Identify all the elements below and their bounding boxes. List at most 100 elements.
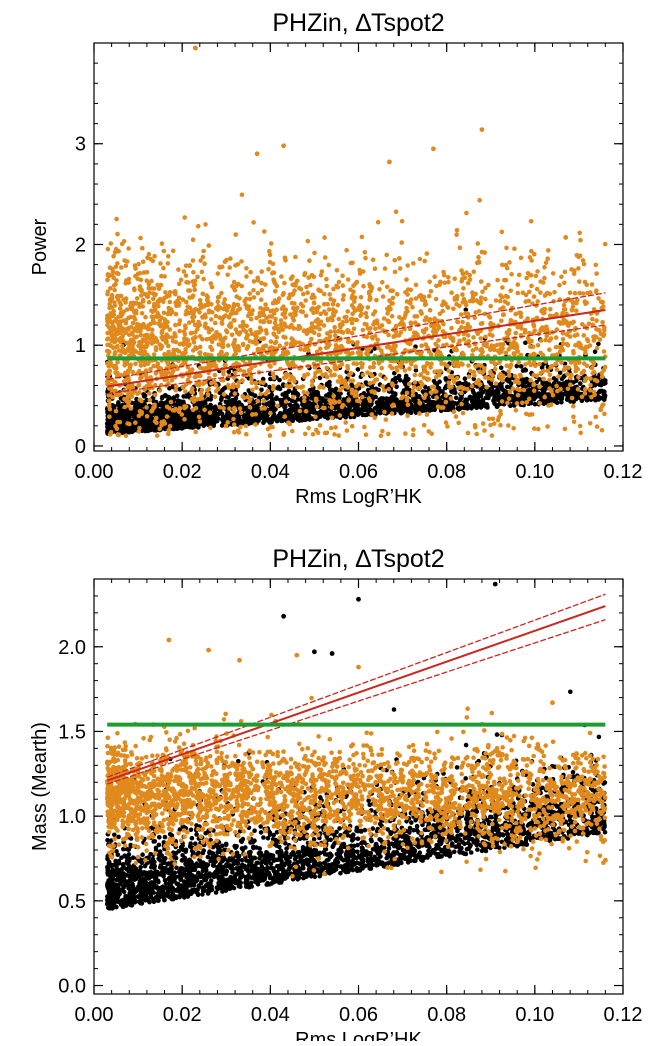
- data-point: [144, 405, 149, 410]
- data-point: [442, 281, 447, 286]
- data-point: [427, 294, 432, 299]
- data-point: [470, 384, 475, 389]
- data-point: [484, 395, 489, 400]
- data-point: [355, 399, 360, 404]
- data-point: [344, 248, 349, 253]
- data-point: [576, 266, 581, 271]
- data-point: [187, 295, 192, 300]
- data-point: [602, 349, 607, 354]
- data-point: [312, 251, 317, 256]
- data-point: [127, 343, 132, 348]
- data-point: [160, 331, 165, 336]
- data-point: [506, 423, 511, 428]
- data-point: [322, 406, 327, 411]
- data-point: [152, 302, 157, 307]
- data-point: [168, 327, 173, 332]
- data-point: [471, 404, 476, 409]
- data-point: [411, 261, 416, 266]
- data-point: [400, 219, 405, 224]
- data-point: [223, 363, 228, 368]
- data-point: [244, 266, 249, 271]
- data-point: [571, 349, 576, 354]
- data-point: [598, 337, 603, 342]
- data-point: [112, 283, 117, 288]
- data-point: [248, 405, 253, 410]
- data-point: [398, 363, 403, 368]
- data-point: [580, 399, 585, 404]
- data-point: [146, 429, 151, 434]
- data-point: [482, 428, 487, 433]
- data-point: [154, 339, 159, 344]
- data-point: [436, 338, 441, 343]
- data-point: [509, 318, 514, 323]
- data-point: [120, 344, 125, 349]
- data-point: [576, 375, 581, 380]
- data-point: [259, 269, 264, 274]
- data-point: [191, 414, 196, 419]
- data-point: [363, 413, 368, 418]
- data-point: [493, 367, 498, 372]
- data-point: [262, 399, 267, 404]
- data-point: [512, 352, 517, 357]
- data-point: [202, 261, 207, 266]
- data-point: [344, 315, 349, 320]
- data-point: [578, 424, 583, 429]
- data-point: [459, 325, 464, 330]
- data-point: [506, 369, 511, 374]
- data-point: [312, 389, 317, 394]
- data-point: [356, 367, 361, 372]
- data-point: [578, 381, 583, 386]
- data-point: [446, 369, 451, 374]
- data-point: [170, 413, 175, 418]
- data-point: [403, 431, 408, 436]
- data-point: [581, 291, 586, 296]
- data-point: [578, 238, 583, 243]
- data-point: [547, 378, 552, 383]
- data-point: [418, 401, 423, 406]
- data-point: [232, 406, 237, 411]
- data-point: [351, 283, 356, 288]
- data-point: [198, 350, 203, 355]
- data-point: [227, 406, 232, 411]
- data-point: [563, 270, 568, 275]
- data-point: [158, 261, 163, 266]
- data-point: [385, 285, 390, 290]
- data-point: [324, 284, 329, 289]
- data-point: [603, 365, 608, 370]
- data-point: [397, 256, 402, 261]
- data-point: [406, 403, 411, 408]
- data-point: [462, 337, 467, 342]
- data-point: [331, 302, 336, 307]
- data-point: [555, 367, 560, 372]
- data-point: [303, 432, 308, 437]
- data-point: [206, 392, 211, 397]
- data-point: [600, 428, 605, 433]
- data-point: [554, 384, 559, 389]
- data-point: [271, 270, 276, 275]
- data-point: [488, 304, 493, 309]
- data-point: [147, 282, 152, 287]
- data-point: [432, 316, 437, 321]
- data-point: [375, 321, 380, 326]
- data-point: [248, 291, 253, 296]
- data-point: [124, 433, 129, 438]
- data-point: [533, 402, 538, 407]
- data-point: [440, 389, 445, 394]
- data-point: [133, 402, 138, 407]
- data-point: [317, 385, 322, 390]
- data-point: [207, 416, 212, 421]
- data-point: [232, 304, 237, 309]
- data-point: [412, 385, 417, 390]
- data-point: [327, 263, 332, 268]
- data-point: [394, 210, 399, 215]
- data-point: [154, 421, 159, 426]
- data-point: [392, 258, 397, 263]
- data-point: [440, 309, 445, 314]
- data-point: [163, 393, 168, 398]
- data-point: [382, 410, 387, 415]
- data-point: [273, 289, 278, 294]
- data-point: [232, 422, 237, 427]
- data-point: [301, 390, 306, 395]
- data-point: [208, 337, 213, 342]
- data-point: [122, 426, 127, 431]
